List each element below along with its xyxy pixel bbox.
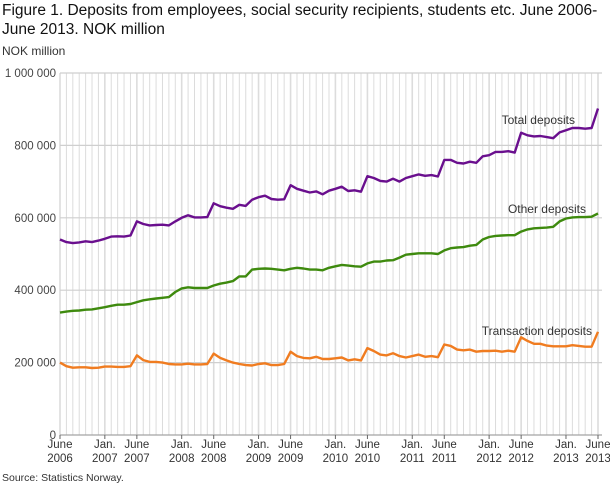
x-tick-label-month: Jan. xyxy=(478,439,500,451)
y-tick-label: 0 xyxy=(50,430,56,442)
y-axis-unit-label: NOK million xyxy=(2,44,66,58)
x-tick-label-year: 2010 xyxy=(355,453,381,465)
series-label: Total deposits xyxy=(502,113,575,127)
y-tick-label: 200 000 xyxy=(14,358,56,370)
y-tick-label: 400 000 xyxy=(14,285,56,297)
x-tick-label-month: June xyxy=(586,439,610,451)
x-tick-label-month: June xyxy=(278,439,303,451)
y-tick-label: 1 000 000 xyxy=(5,68,56,80)
series-line-total-deposits xyxy=(59,108,600,245)
x-tick-label-month: June xyxy=(48,439,73,451)
x-tick-label-month: Jan. xyxy=(325,439,347,451)
x-tick-label-month: Jan. xyxy=(94,439,116,451)
x-tick-label-year: 2011 xyxy=(432,453,457,465)
x-tick-label-month: June xyxy=(432,439,457,451)
series-label: Transaction deposits xyxy=(482,324,592,338)
x-tick-label-year: 2008 xyxy=(201,453,227,465)
x-tick-label-year: 2009 xyxy=(278,453,304,465)
x-tick-label-year: 2007 xyxy=(92,453,118,465)
source-note: Source: Statistics Norway. xyxy=(2,472,124,484)
series-label: Other deposits xyxy=(508,202,586,216)
x-tick-label-year: 2012 xyxy=(476,453,502,465)
y-tick-label: 800 000 xyxy=(14,140,56,152)
series-line-transaction-deposits xyxy=(59,331,600,370)
x-tick-label-year: 2009 xyxy=(246,453,272,465)
x-tick-label-month: June xyxy=(355,439,380,451)
x-tick-label-year: 2006 xyxy=(47,453,73,465)
x-tick-label-month: June xyxy=(124,439,149,451)
x-tick-label-year: 2011 xyxy=(400,453,425,465)
x-tick-label-year: 2007 xyxy=(124,453,150,465)
x-tick-label-month: Jan. xyxy=(555,439,577,451)
y-tick-label: 600 000 xyxy=(14,213,56,225)
x-tick-label-year: 2008 xyxy=(169,453,195,465)
chart-title: Figure 1. Deposits from employees, socia… xyxy=(2,2,598,38)
x-tick-label-month: Jan. xyxy=(401,439,423,451)
x-tick-label-year: 2012 xyxy=(508,453,534,465)
x-tick-label-month: June xyxy=(509,439,534,451)
x-tick-label-month: Jan. xyxy=(171,439,193,451)
x-tick-label-year: 2013 xyxy=(585,453,610,465)
x-tick-label-month: June xyxy=(201,439,226,451)
series-line-other-deposits xyxy=(59,212,599,314)
x-tick-label-year: 2010 xyxy=(323,453,349,465)
x-tick-label-year: 2013 xyxy=(553,453,579,465)
x-tick-label-month: Jan. xyxy=(248,439,270,451)
